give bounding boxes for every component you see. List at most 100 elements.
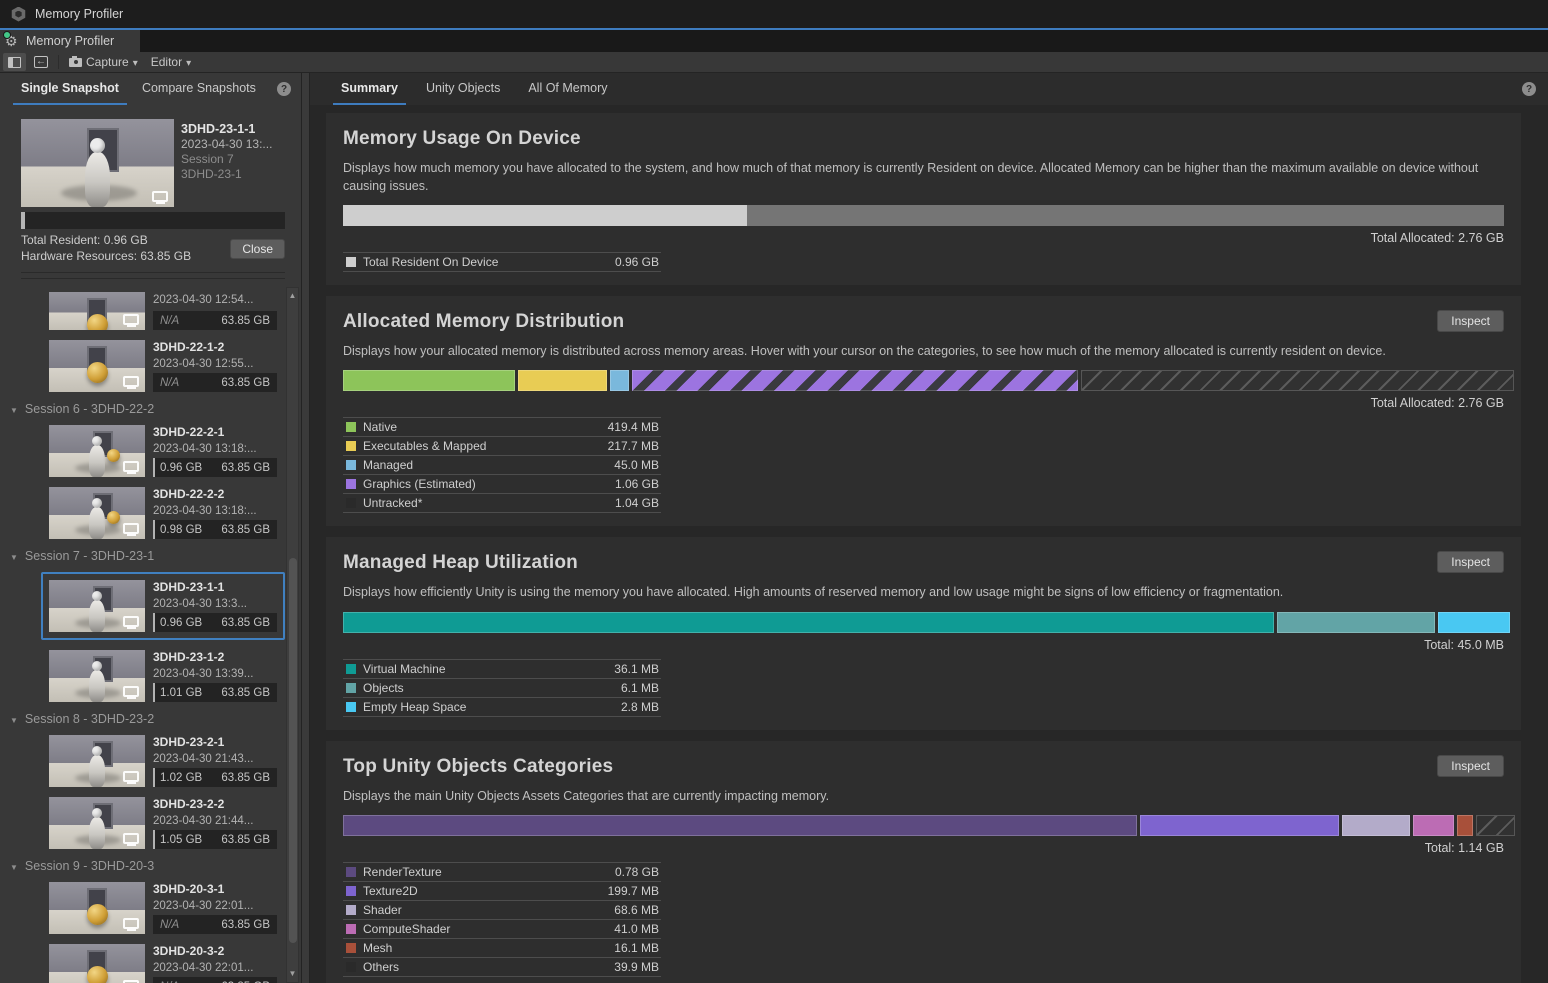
memory-usage-on-device-segment-total-resident-on-device[interactable] (343, 205, 747, 226)
snapshot-item-3dhd-22-1-2[interactable]: 3DHD-22-1-22023-04-30 12:55...N/A63.85 G… (49, 340, 285, 392)
session-header-session-8-3dhd-23-2[interactable]: Session 8 - 3DHD-23-2 (10, 712, 285, 726)
editor-dropdown[interactable]: Editor (146, 53, 196, 71)
allocated-memory-distribution-segment-native[interactable] (343, 370, 515, 391)
top-unity-objects-categories-legend: RenderTexture0.78 GBTexture2D199.7 MBSha… (343, 862, 661, 977)
memory-usage-on-device-segment-allocated-remainder[interactable] (747, 205, 1504, 226)
session-header-session-6-3dhd-22-2[interactable]: Session 6 - 3DHD-22-2 (10, 402, 285, 416)
snapshot-item-3dhd-20-3-2[interactable]: 3DHD-20-3-22023-04-30 22:01...N/A63.85 G… (49, 944, 285, 983)
top-unity-objects-categories-segment-shader[interactable] (1342, 815, 1410, 836)
snapshot-item-3dhd-23-1-1[interactable]: 3DHD-23-1-12023-04-30 13:3...0.96 GB63.8… (41, 572, 285, 640)
tab-summary[interactable]: Summary (333, 73, 406, 105)
chevron-down-icon[interactable] (10, 402, 18, 416)
legend-row-total-resident-on-device[interactable]: Total Resident On Device0.96 GB (343, 252, 661, 271)
scroll-up-icon[interactable] (287, 289, 298, 303)
legend-row-rendertexture[interactable]: RenderTexture0.78 GB (343, 862, 661, 881)
legend-row-native[interactable]: Native419.4 MB (343, 417, 661, 436)
snapshot-values: N/A63.85 GB (153, 373, 277, 392)
snapshot-thumbnail (49, 650, 145, 702)
allocated-memory-distribution-segment-managed[interactable] (610, 370, 629, 391)
camera-icon (69, 58, 82, 67)
snapshot-thumbnail (49, 735, 145, 787)
legend-row-others[interactable]: Others39.9 MB (343, 957, 661, 976)
resident-value: 1.01 GB (160, 687, 202, 699)
snapshot-list-scrollbar[interactable] (286, 287, 299, 983)
managed-heap-utilization-segment-objects[interactable] (1277, 612, 1435, 633)
chevron-down-icon[interactable] (10, 549, 18, 563)
snapshot-item-3dhd-20-3-1[interactable]: 3DHD-20-3-12023-04-30 22:01...N/A63.85 G… (49, 882, 285, 934)
snapshot-name: 3DHD-23-2-2 (153, 797, 277, 812)
legend-row-executables-and-mapped[interactable]: Executables & Mapped217.7 MB (343, 436, 661, 455)
sidebar-tab-compare-snapshots[interactable]: Compare Snapshots (134, 73, 264, 105)
snapshot-thumbnail (49, 944, 145, 983)
snapshot-item-3dhd-22-2-2[interactable]: 3DHD-22-2-22023-04-30 13:18:...0.98 GB63… (49, 487, 285, 539)
top-unity-objects-categories-segment-texture2d[interactable] (1140, 815, 1339, 836)
summary-help-icon[interactable] (1522, 82, 1536, 96)
snapshot-date: 2023-04-30 13:39... (153, 667, 277, 681)
snapshot-date: 2023-04-30 13:18:... (153, 504, 277, 518)
capture-button[interactable]: Capture (64, 53, 143, 71)
legend-value: 41.0 MB (614, 922, 659, 936)
managed-heap-utilization-segment-empty-heap-space[interactable] (1438, 612, 1510, 633)
legend-row-empty-heap-space[interactable]: Empty Heap Space2.8 MB (343, 697, 661, 716)
snapshot-item-3dhd-23-2-2[interactable]: 3DHD-23-2-22023-04-30 21:44...1.05 GB63.… (49, 797, 285, 849)
chevron-down-icon[interactable] (133, 55, 138, 69)
legend-value: 1.04 GB (615, 496, 659, 510)
section-description: Displays the main Unity Objects Assets C… (343, 787, 1504, 805)
scroll-down-icon[interactable] (287, 967, 298, 981)
toggle-snapshot-panel-button[interactable] (3, 53, 26, 71)
snapshot-name: 3DHD-23-1-2 (153, 650, 277, 665)
allocated-memory-distribution-segment-untracked[interactable] (1081, 370, 1514, 391)
resident-value: 1.05 GB (160, 834, 202, 846)
legend-row-managed[interactable]: Managed45.0 MB (343, 455, 661, 474)
legend-row-computeshader[interactable]: ComputeShader 41.0 MB (343, 919, 661, 938)
scrollbar-thumb[interactable] (289, 558, 297, 943)
legend-row-virtual-machine[interactable]: Virtual Machine36.1 MB (343, 659, 661, 678)
legend-label: ComputeShader (363, 922, 607, 936)
window-title: Memory Profiler (35, 7, 123, 21)
tab-unity-objects[interactable]: Unity Objects (418, 73, 508, 105)
selected-snapshot-card: 3DHD-23-1-1 2023-04-30 13:... Session 7 … (0, 105, 301, 287)
sidebar-help-icon[interactable] (277, 82, 291, 96)
session-header-session-7-3dhd-23-1[interactable]: Session 7 - 3DHD-23-1 (10, 549, 285, 563)
snapshot-thumbnail (49, 425, 145, 477)
managed-heap-utilization-segment-virtual-machine[interactable] (343, 612, 1274, 633)
total-value: 63.85 GB (221, 772, 270, 784)
session-label: Session 8 - 3DHD-23-2 (25, 712, 154, 726)
total-value: 63.85 GB (221, 687, 270, 699)
legend-row-untracked[interactable]: Untracked*1.04 GB (343, 493, 661, 512)
tab-all-of-memory[interactable]: All Of Memory (520, 73, 615, 105)
close-button[interactable]: Close (230, 239, 285, 259)
top-unity-objects-categories-segment-mesh[interactable] (1457, 815, 1473, 836)
top-unity-objects-categories-segment-computeshader[interactable] (1413, 815, 1454, 836)
top-unity-objects-categories-inspect-button[interactable]: Inspect (1437, 755, 1504, 777)
snapshot-item[interactable]: 2023-04-30 12:54...N/A63.85 GB (49, 292, 285, 330)
legend-row-texture2d[interactable]: Texture2D199.7 MB (343, 881, 661, 900)
section-title: Managed Heap Utilization (343, 552, 1504, 574)
allocated-memory-distribution-inspect-button[interactable]: Inspect (1437, 310, 1504, 332)
legend-row-graphics-estimated[interactable]: Graphics (Estimated)1.06 GB (343, 474, 661, 493)
chevron-down-icon[interactable] (10, 712, 18, 726)
section-description: Displays how your allocated memory is di… (343, 342, 1504, 360)
panel-resize-gutter[interactable] (302, 73, 310, 983)
legend-row-objects[interactable]: Objects6.1 MB (343, 678, 661, 697)
legend-row-shader[interactable]: Shader68.6 MB (343, 900, 661, 919)
snapshot-item-3dhd-23-1-2[interactable]: 3DHD-23-1-2 2023-04-30 13:39... 1.01 GB 63.… (49, 650, 285, 702)
allocated-memory-distribution-segment-graphics-estimated[interactable] (632, 370, 1078, 391)
chevron-down-icon[interactable] (10, 859, 18, 873)
mesh-swatch (346, 943, 356, 953)
legend-label: RenderTexture (363, 865, 608, 879)
main-panel: SummaryUnity ObjectsAll Of Memory Memory… (310, 73, 1548, 983)
sidebar-tab-single-snapshot[interactable]: Single Snapshot (13, 73, 127, 105)
legend-row-mesh[interactable]: Mesh16.1 MB (343, 938, 661, 957)
managed-heap-utilization-inspect-button[interactable]: Inspect (1437, 551, 1504, 573)
allocated-memory-distribution-segment-executables-and-mapped[interactable] (518, 370, 607, 391)
snapshot-item-3dhd-23-2-1[interactable]: 3DHD-23-2-12023-04-30 21:43...1.02 GB63.… (49, 735, 285, 787)
legend-label: Texture2D (363, 884, 601, 898)
top-unity-objects-categories-segment-others[interactable] (1476, 815, 1515, 836)
snapshot-item-3dhd-22-2-1[interactable]: 3DHD-22-2-12023-04-30 13:18:...0.96 GB63… (49, 425, 285, 477)
import-snapshot-button[interactable]: ← (29, 53, 53, 71)
profiler-status-dot-icon (3, 31, 11, 39)
top-unity-objects-categories-segment-rendertexture[interactable] (343, 815, 1137, 836)
dock-tab-memory-profiler[interactable]: ⚙ Memory Profiler (0, 30, 140, 52)
session-header-session-9-3dhd-20-3[interactable]: Session 9 - 3DHD-20-3 (10, 859, 285, 873)
